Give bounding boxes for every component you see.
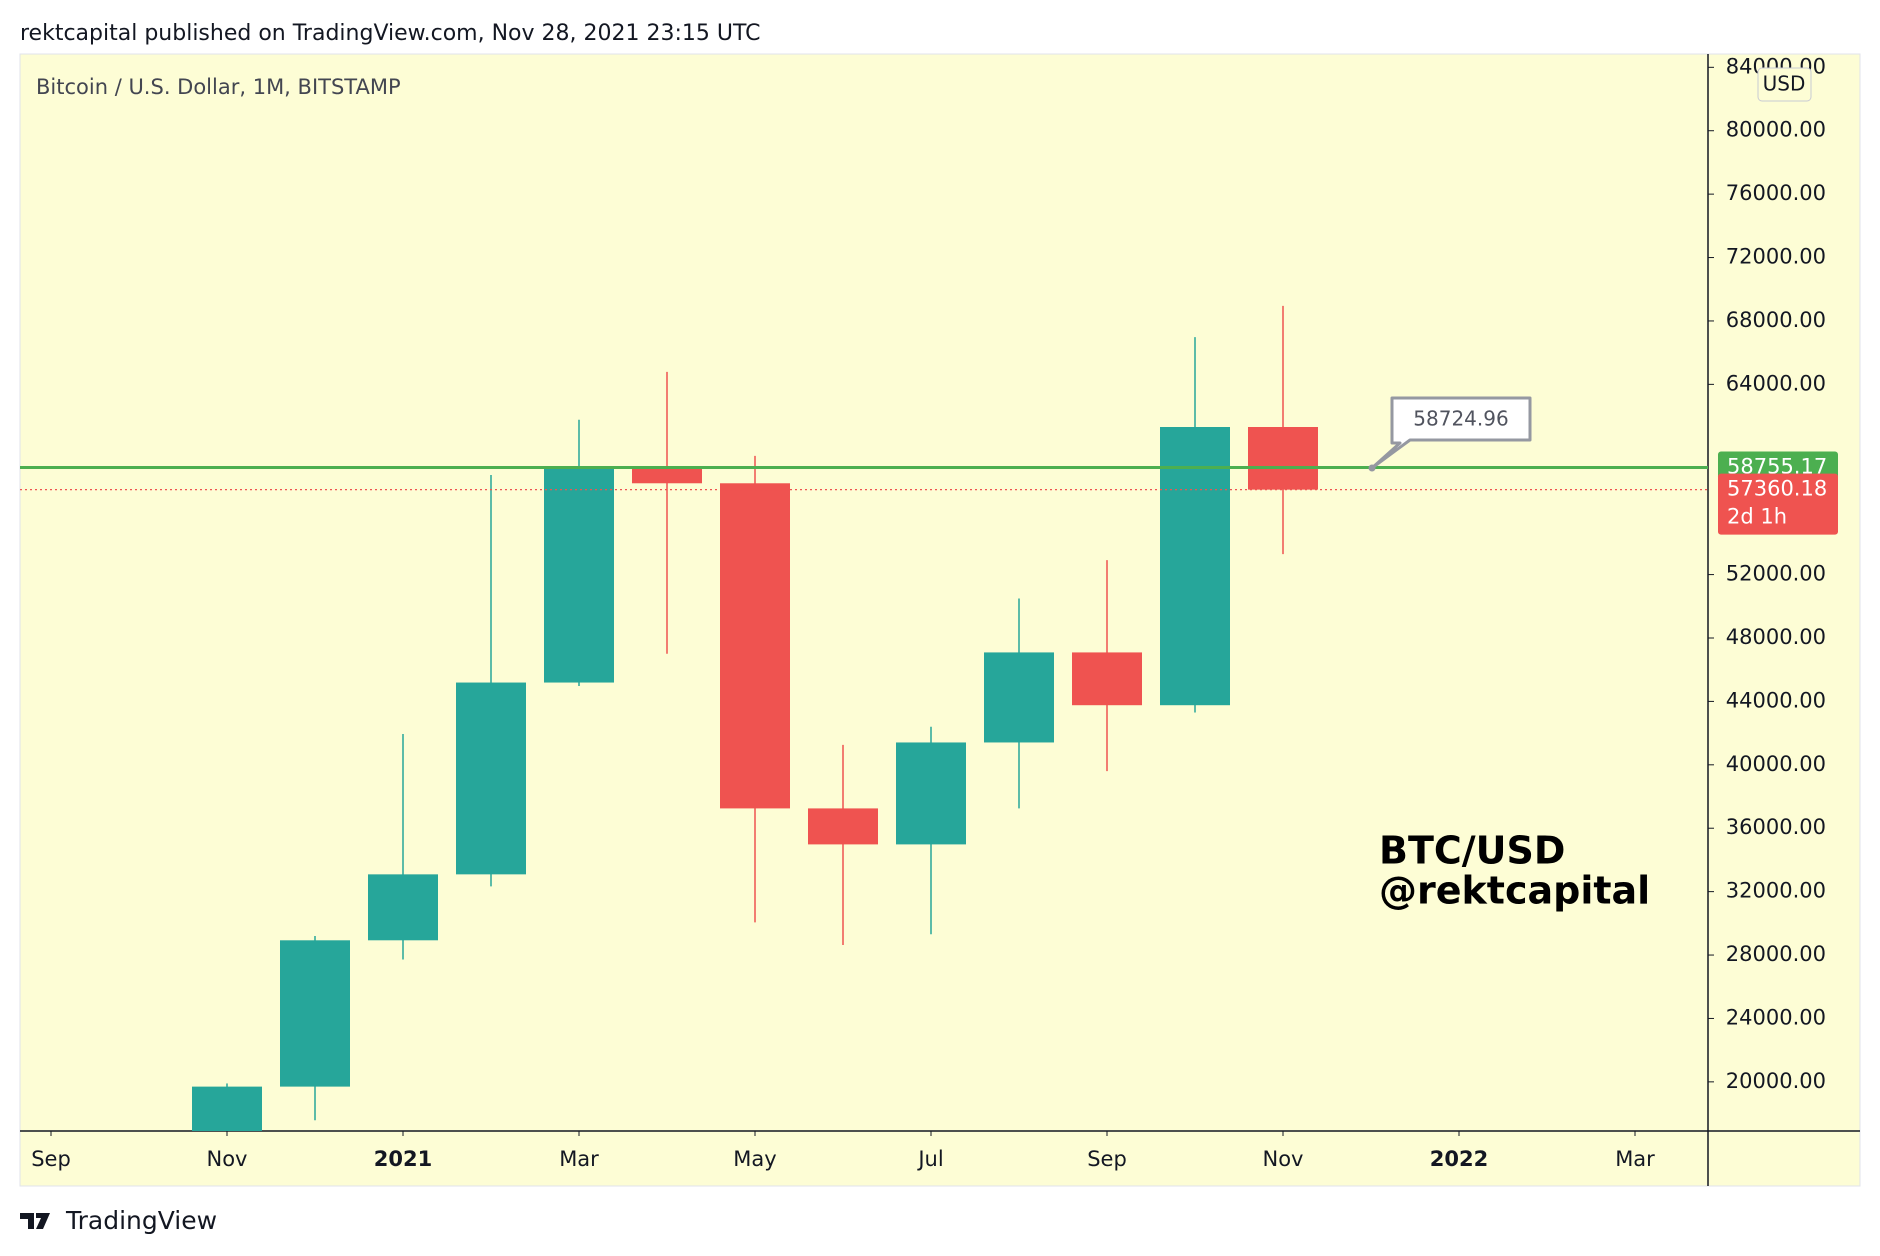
footer: TradingView bbox=[65, 1206, 217, 1235]
candle-body bbox=[632, 467, 702, 484]
candle-body bbox=[808, 808, 878, 845]
annotation: @rektcapital bbox=[1379, 869, 1650, 913]
y-tick-label: 68000.00 bbox=[1726, 308, 1826, 332]
y-tick-label: 40000.00 bbox=[1726, 752, 1826, 776]
y-tick-label: 36000.00 bbox=[1726, 815, 1826, 839]
y-tick-label: 76000.00 bbox=[1726, 181, 1826, 205]
x-tick-label: Mar bbox=[1615, 1147, 1655, 1171]
header: rektcapital published on TradingView.com… bbox=[20, 21, 761, 46]
y-tick-label: 52000.00 bbox=[1726, 562, 1826, 586]
annotation: BTC/USD bbox=[1379, 829, 1565, 873]
y-tick-label: 80000.00 bbox=[1726, 118, 1826, 142]
currency-label: USD bbox=[1763, 72, 1806, 96]
x-tick-label: Nov bbox=[1263, 1147, 1304, 1171]
callout-box bbox=[1370, 396, 1532, 470]
countdown-label: 2d 1h bbox=[1727, 505, 1787, 529]
candle-body bbox=[280, 940, 350, 1087]
footer-logo: TradingView bbox=[20, 1206, 217, 1235]
x-tick-label: Nov bbox=[207, 1147, 248, 1171]
y-tick-label: 20000.00 bbox=[1726, 1069, 1826, 1093]
chart-title: Bitcoin / U.S. Dollar, 1M, BITSTAMP bbox=[36, 75, 401, 99]
candle-body bbox=[1160, 427, 1230, 706]
x-tick-label: Sep bbox=[1087, 1147, 1127, 1171]
candle-body bbox=[1072, 652, 1142, 706]
x-tick-label: Mar bbox=[559, 1147, 599, 1171]
candle-body bbox=[192, 1086, 262, 1131]
candle-body bbox=[720, 483, 790, 809]
y-tick-label: 24000.00 bbox=[1726, 1005, 1826, 1029]
candle-body bbox=[1248, 427, 1318, 490]
candle-body bbox=[984, 652, 1054, 743]
candle-body bbox=[368, 874, 438, 941]
callout-label: 58724.96 bbox=[1413, 406, 1508, 430]
x-tick-label: Jul bbox=[916, 1147, 943, 1171]
y-tick-label: 72000.00 bbox=[1726, 245, 1826, 269]
currency-box bbox=[1757, 67, 1812, 102]
axes: 20000.00 24000.00 28000.00 32000.00 36000.00… bbox=[31, 54, 1838, 1171]
y-tick-label: 44000.00 bbox=[1726, 688, 1826, 712]
x-tick-label: 2022 bbox=[1430, 1147, 1488, 1171]
last-price-box bbox=[1718, 473, 1838, 535]
x-tick-label: 2021 bbox=[374, 1147, 432, 1171]
last-price-label: 57360.18 bbox=[1727, 477, 1827, 501]
y-tick-label: 64000.00 bbox=[1726, 371, 1826, 395]
y-tick-label: 28000.00 bbox=[1726, 942, 1826, 966]
y-tick-label: 32000.00 bbox=[1726, 879, 1826, 903]
plot bbox=[20, 305, 1708, 1131]
candle-body bbox=[544, 467, 614, 683]
candle-body bbox=[456, 682, 526, 875]
x-tick-label: May bbox=[733, 1147, 776, 1171]
candle-body bbox=[896, 742, 966, 845]
y-tick-label: 48000.00 bbox=[1726, 625, 1826, 649]
x-tick-label: Sep bbox=[31, 1147, 71, 1171]
